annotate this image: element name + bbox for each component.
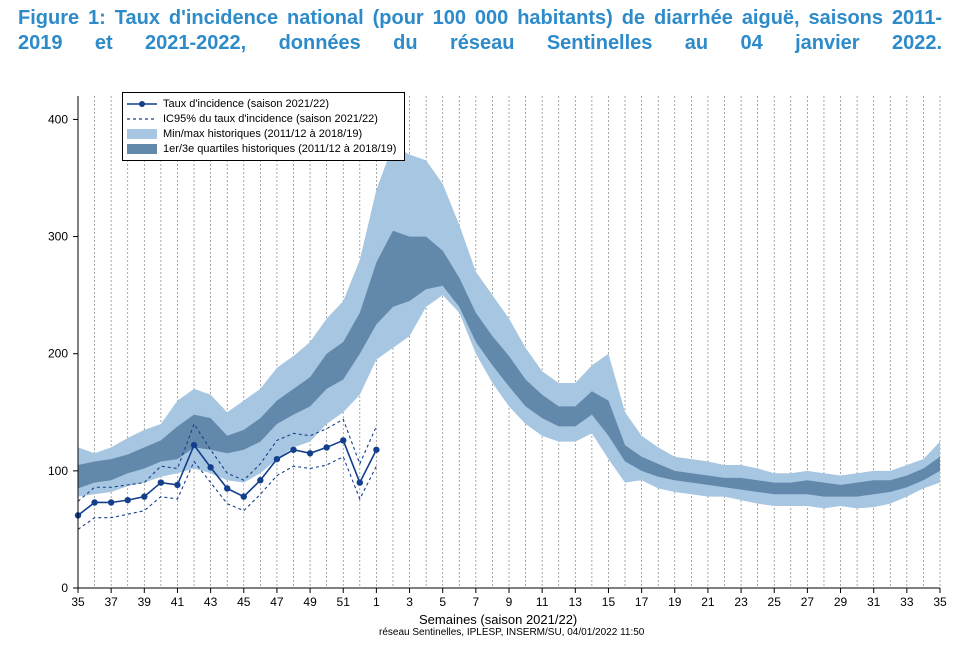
legend-item: 1er/3e quartiles historiques (2011/12 à …	[127, 142, 396, 157]
svg-text:400: 400	[48, 112, 68, 126]
svg-text:0: 0	[61, 581, 68, 595]
svg-text:35: 35	[933, 595, 947, 609]
legend-swatch	[127, 128, 157, 140]
legend-label: Taux d'incidence (saison 2021/22)	[163, 97, 329, 112]
svg-text:35: 35	[71, 595, 85, 609]
svg-text:200: 200	[48, 347, 68, 361]
svg-text:25: 25	[768, 595, 782, 609]
svg-text:13: 13	[569, 595, 583, 609]
svg-text:19: 19	[668, 595, 682, 609]
incidence-chart: 0100200300400353739414345474951135791113…	[10, 88, 950, 648]
legend-item: Min/max historiques (2011/12 à 2018/19)	[127, 127, 396, 142]
svg-text:3: 3	[406, 595, 413, 609]
svg-text:31: 31	[867, 595, 881, 609]
x-axis-label: Semaines (saison 2021/22)	[419, 612, 577, 627]
svg-text:17: 17	[635, 595, 649, 609]
svg-text:11: 11	[536, 595, 549, 609]
legend-swatch	[127, 113, 157, 125]
svg-text:37: 37	[104, 595, 118, 609]
svg-text:23: 23	[734, 595, 748, 609]
svg-text:100: 100	[48, 464, 68, 478]
legend-item: Taux d'incidence (saison 2021/22)	[127, 97, 396, 112]
figure-container: Figure 1: Taux d'incidence national (pou…	[0, 0, 960, 657]
legend-label: 1er/3e quartiles historiques (2011/12 à …	[163, 142, 396, 157]
legend: Taux d'incidence (saison 2021/22)IC95% d…	[122, 92, 405, 161]
svg-text:29: 29	[834, 595, 848, 609]
svg-text:41: 41	[171, 595, 185, 609]
legend-swatch	[127, 98, 157, 110]
svg-text:7: 7	[473, 595, 480, 609]
svg-text:45: 45	[237, 595, 251, 609]
svg-text:9: 9	[506, 595, 513, 609]
svg-text:5: 5	[439, 595, 446, 609]
legend-item: IC95% du taux d'incidence (saison 2021/2…	[127, 112, 396, 127]
legend-label: Min/max historiques (2011/12 à 2018/19)	[163, 127, 362, 142]
svg-text:47: 47	[270, 595, 284, 609]
svg-text:27: 27	[801, 595, 815, 609]
svg-text:33: 33	[900, 595, 914, 609]
chart-credit: réseau Sentinelles, IPLESP, INSERM/SU, 0…	[379, 627, 644, 638]
legend-swatch	[127, 143, 157, 155]
svg-text:39: 39	[138, 595, 152, 609]
svg-text:15: 15	[602, 595, 616, 609]
svg-text:300: 300	[48, 230, 68, 244]
svg-text:21: 21	[701, 595, 715, 609]
legend-label: IC95% du taux d'incidence (saison 2021/2…	[163, 112, 378, 127]
svg-text:43: 43	[204, 595, 218, 609]
svg-text:1: 1	[373, 595, 380, 609]
svg-text:51: 51	[337, 595, 351, 609]
chart-area: 0100200300400353739414345474951135791113…	[10, 88, 950, 648]
svg-text:49: 49	[303, 595, 317, 609]
figure-title: Figure 1: Taux d'incidence national (pou…	[0, 0, 960, 56]
